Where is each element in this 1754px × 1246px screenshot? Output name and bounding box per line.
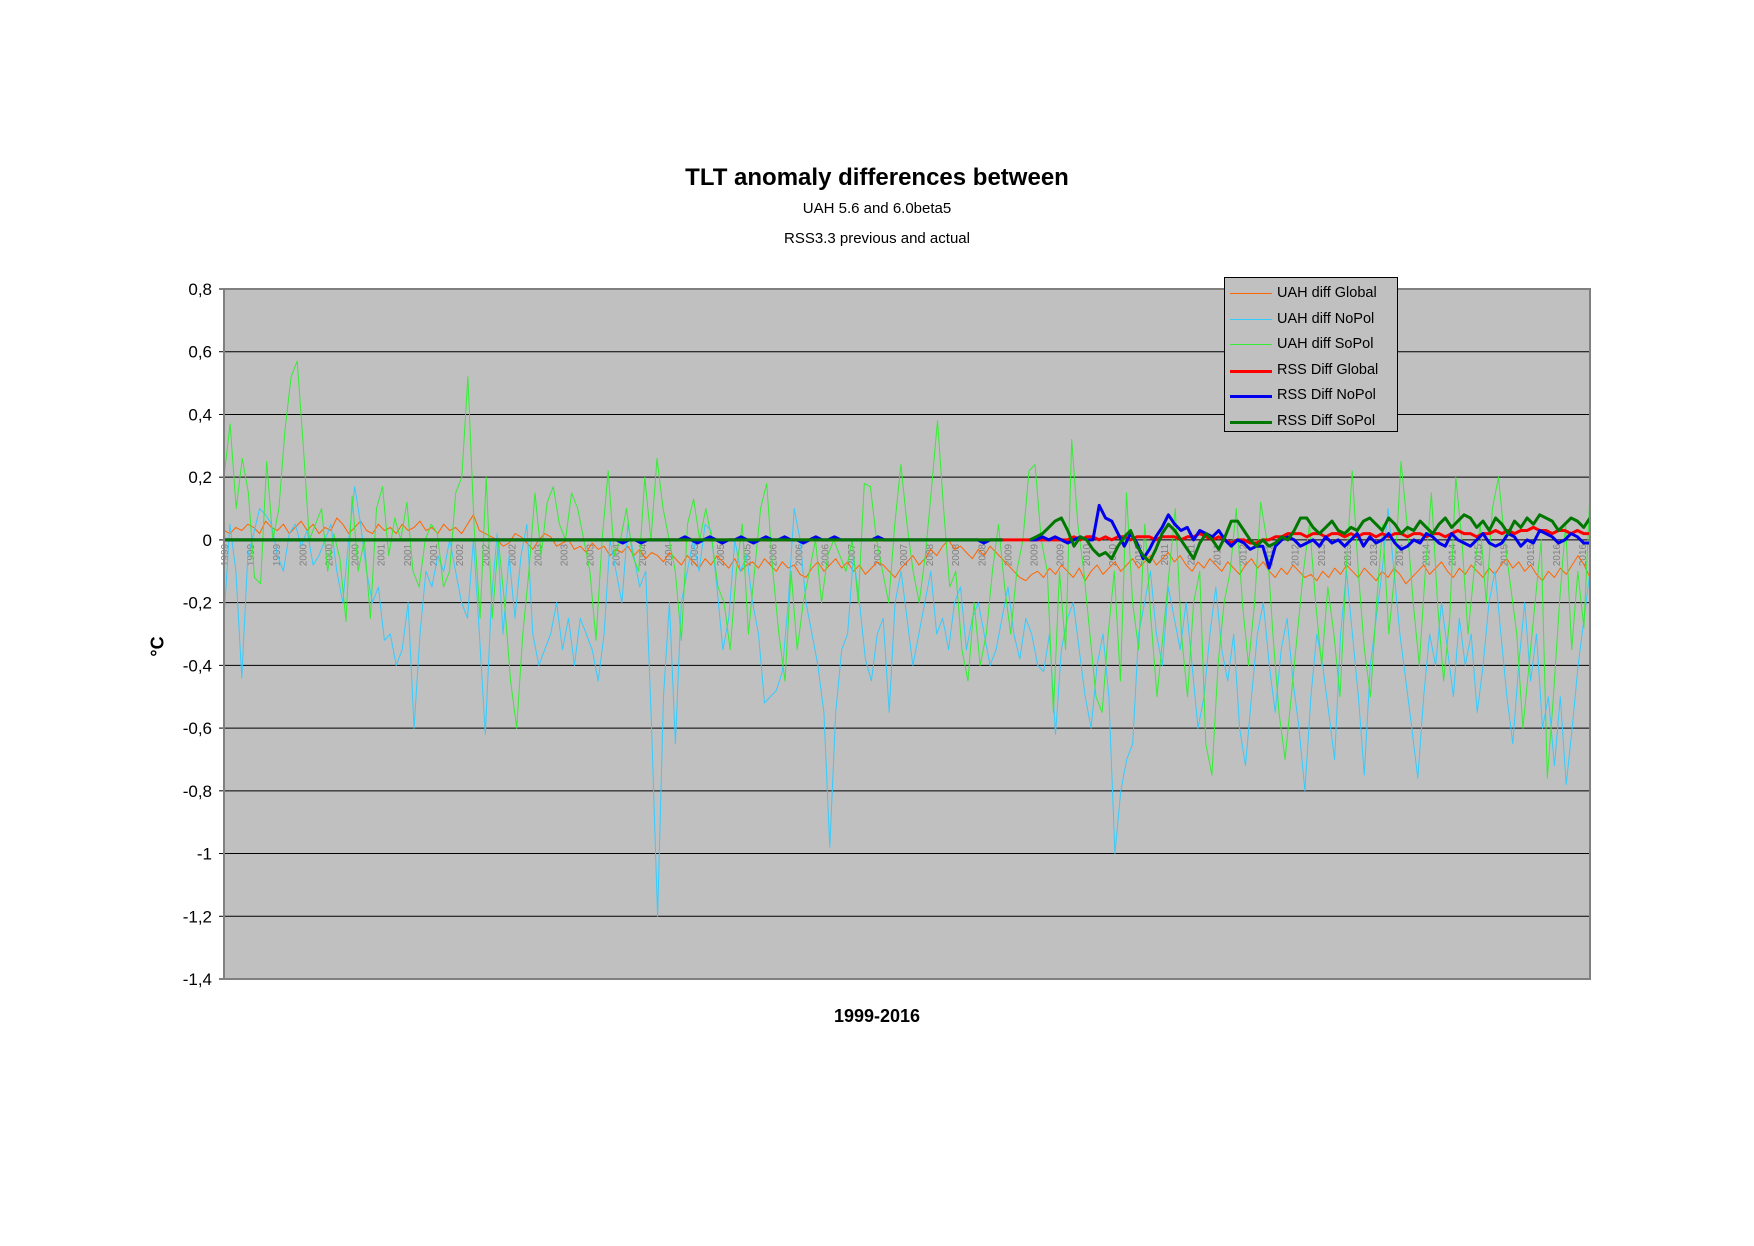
- x-tick-label: 2010: [1082, 543, 1093, 566]
- x-tick-label: 2006: [821, 543, 832, 566]
- x-tick-label: 1999: [246, 543, 257, 566]
- x-tick-label: 2007: [847, 543, 858, 566]
- y-tick-labels: 0,8 0,6 0,4 0,2 0 -0,2 -0,4 -0,6 -0,8 -1 -1,2 -1,4: [183, 280, 212, 989]
- y-tick-label: -0,4: [183, 656, 212, 675]
- legend-swatch: [1230, 318, 1272, 320]
- legend-item: RSS Diff NoPol: [1225, 384, 1399, 408]
- x-tick-label: 2001: [429, 543, 440, 566]
- y-tick-label: -0,6: [183, 719, 212, 738]
- x-tick-label: 2008: [925, 543, 936, 566]
- chart-subtitle-rss: RSS3.3 previous and actual: [784, 230, 970, 247]
- x-tick-label: 2006: [795, 543, 806, 566]
- x-tick-label: 2013: [1343, 543, 1354, 566]
- y-tick-label: -1,2: [183, 907, 212, 926]
- legend-label: UAH diff SoPol: [1277, 336, 1374, 352]
- legend-item: RSS Diff SoPol: [1225, 410, 1399, 434]
- series-lines: [223, 360, 1592, 917]
- x-tick-label: 2008: [951, 543, 962, 566]
- legend-label: RSS Diff Global: [1277, 361, 1379, 378]
- y-tick-label: -1,4: [183, 970, 212, 989]
- x-tick-label: 2016: [1578, 543, 1589, 566]
- x-tick-label: 2015: [1526, 543, 1537, 566]
- x-tick-label: 2004: [664, 543, 675, 566]
- legend-swatch: [1230, 344, 1272, 345]
- x-tick-label: 2011: [1212, 543, 1223, 565]
- x-tick-label: 2016: [1552, 543, 1563, 566]
- x-tick-label: 2009: [1030, 543, 1041, 566]
- legend-swatch: [1230, 369, 1272, 373]
- y-tick-label: 0,2: [188, 468, 212, 487]
- chart-subtitle-uah: UAH 5.6 and 6.0beta5: [802, 200, 952, 217]
- x-tick-label: 2007: [899, 543, 910, 566]
- legend-item: UAH diff SoPol: [1225, 333, 1399, 357]
- x-tick-label: 2013: [1369, 543, 1380, 566]
- x-tick-label: 2005: [716, 543, 727, 566]
- legend: UAH diff Global UAH diff NoPol UAH diff So…: [1224, 277, 1398, 432]
- y-tick-label: 0,8: [188, 280, 212, 299]
- x-tick-label: 2001: [377, 543, 388, 566]
- x-tick-label: 2000: [298, 543, 309, 566]
- plot-border: [223, 288, 1591, 980]
- x-tick-label: 1999: [220, 543, 231, 566]
- x-tick-label: 2003: [533, 543, 544, 566]
- y-tick-label: 0,4: [188, 405, 212, 424]
- x-tick-label: 2002: [481, 543, 492, 566]
- series-line-rss-diff-nopol: [1029, 503, 1590, 570]
- x-tick-label: 2003: [560, 543, 571, 566]
- chart-title: TLT anomaly differences between: [685, 164, 1069, 191]
- legend-swatch: [1230, 395, 1272, 398]
- x-tick-label: 2001: [403, 543, 414, 566]
- y-tick-label: -0,8: [183, 782, 212, 801]
- x-tick-label: 2012: [1239, 543, 1250, 566]
- x-tick-label: 2012: [1265, 543, 1276, 566]
- x-tick-label: 2013: [1317, 543, 1328, 566]
- y-tick-label: 0,6: [188, 343, 212, 362]
- x-tick-label: 2007: [873, 543, 884, 566]
- x-tick-label: 2000: [351, 543, 362, 566]
- series-line-rss-diff-sopol: [1029, 513, 1592, 564]
- x-tick-label: 2014: [1395, 543, 1406, 566]
- legend-item: UAH diff Global: [1225, 282, 1399, 306]
- x-tick-label: 2010: [1134, 543, 1145, 566]
- series-line-uah-diff-global: [223, 514, 1591, 585]
- x-tick-label: 2015: [1474, 543, 1485, 566]
- series-line-uah-diff-sopol: [223, 360, 1591, 779]
- y-tick-label: -1: [197, 845, 212, 864]
- legend-swatch: [1230, 293, 1272, 294]
- x-axis-label: 1999-2016: [833, 1006, 921, 1026]
- legend-label: RSS Diff NoPol: [1277, 387, 1376, 403]
- x-tick-label: 2009: [1056, 543, 1067, 566]
- x-tick-label: 2004: [612, 543, 623, 566]
- x-tick-label: 2011: [1160, 543, 1171, 565]
- legend-label: UAH diff NoPol: [1277, 310, 1375, 327]
- x-tick-label: 2009: [1003, 543, 1014, 566]
- y-axis-label: °C: [147, 636, 168, 657]
- legend-label: UAH diff Global: [1277, 285, 1377, 301]
- x-tick-label: 2015: [1500, 543, 1511, 566]
- legend-item: RSS Diff Global: [1225, 359, 1399, 383]
- y-tick-label: -0,2: [183, 594, 212, 613]
- x-tick-label: 2012: [1291, 543, 1302, 566]
- legend-label: RSS Diff SoPol: [1277, 412, 1376, 429]
- y-tick-label: 0: [203, 531, 212, 550]
- x-tick-label: 2005: [742, 543, 753, 566]
- legend-swatch: [1230, 420, 1272, 424]
- x-tick-label: 2002: [455, 543, 466, 566]
- x-tick-label: 2006: [768, 543, 779, 566]
- x-tick-label: 2002: [507, 543, 518, 566]
- legend-item: UAH diff NoPol: [1225, 308, 1399, 332]
- x-tick-label: 2003: [586, 543, 597, 566]
